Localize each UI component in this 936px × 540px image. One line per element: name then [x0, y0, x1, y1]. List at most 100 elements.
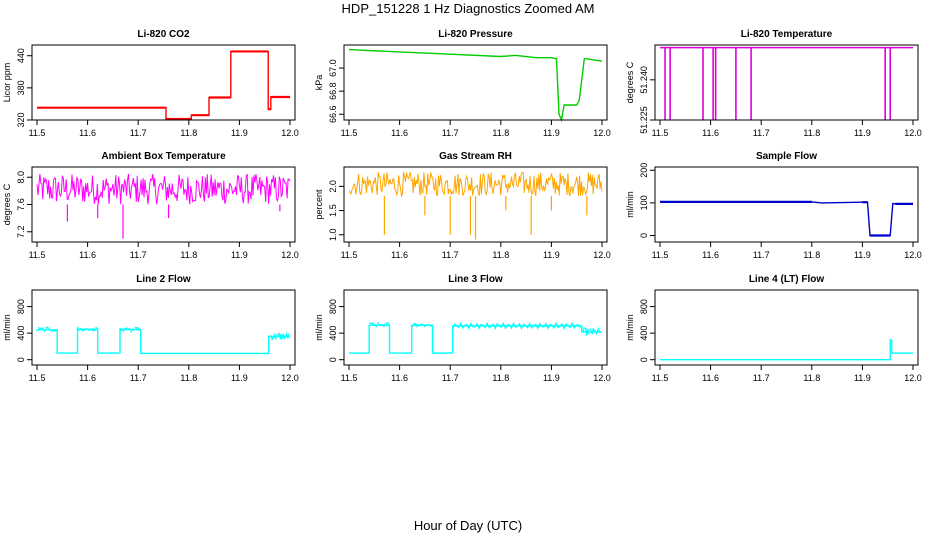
x-tick-label: 11.8	[180, 250, 197, 260]
x-axis-label: Hour of Day (UTC)	[413, 518, 523, 533]
series-rh	[348, 171, 603, 240]
x-tick-label: 11.5	[652, 128, 669, 138]
y-tick-label: 67.0	[328, 59, 338, 77]
x-tick-label: 11.5	[341, 373, 358, 383]
series-line3	[349, 321, 602, 354]
panel-line3: Line 3 Flow 11.5 11.6 11.7 11.8 11.9 12.0 0 400 8…	[314, 274, 611, 383]
data-point	[92, 329, 95, 332]
data-point	[39, 327, 41, 330]
data-point	[375, 325, 378, 328]
data-point	[81, 329, 84, 332]
data-point	[48, 327, 51, 330]
y-tick-label: 400	[328, 326, 338, 341]
data-point	[55, 329, 58, 331]
data-point	[46, 326, 49, 329]
x-tick-label: 11.9	[231, 373, 248, 383]
y-tick-label: 800	[16, 299, 26, 314]
panel-sample_flow: Sample Flow 11.5 11.6 11.7 11.8 11.9 12.0 0 100 2…	[625, 151, 922, 260]
data-point	[36, 329, 38, 332]
data-point	[411, 324, 414, 327]
series-sample_flow	[660, 200, 913, 237]
plot-frame	[31, 44, 296, 121]
x-axis: 11.5 11.6 11.7 11.8 11.9 12.0	[29, 365, 299, 383]
plot-frame	[654, 44, 919, 121]
x-tick-label: 12.0	[281, 373, 299, 383]
data-point	[387, 322, 390, 325]
x-tick-label: 12.0	[904, 128, 922, 138]
data-point	[386, 322, 388, 325]
data-point	[378, 323, 381, 326]
panel-title: Ambient Box Temperature	[101, 151, 226, 162]
x-tick-label: 11.9	[543, 250, 560, 260]
x-tick-label: 11.5	[29, 128, 46, 138]
x-tick-label: 11.9	[854, 250, 871, 260]
plot-frame	[654, 289, 919, 366]
data-line	[660, 201, 913, 237]
data-point	[83, 329, 85, 332]
panel-co2: Li-820 CO2 11.5 11.6 11.7 11.8 11.9 12.0 320 380…	[2, 29, 299, 138]
data-point	[414, 322, 417, 325]
x-tick-label: 11.8	[803, 128, 820, 138]
x-tick-label: 11.9	[543, 128, 560, 138]
y-tick-label: 440	[16, 48, 26, 63]
x-tick-label: 11.8	[492, 250, 509, 260]
y-tick-label: 320	[16, 112, 26, 127]
x-tick-label: 11.9	[231, 250, 248, 260]
panel-title: Li-820 Pressure	[438, 29, 513, 40]
figure-title: HDP_151228 1 Hz Diagnostics Zoomed AM	[341, 1, 595, 16]
y-tick-label: 7.6	[16, 198, 26, 211]
data-point	[84, 328, 87, 330]
y-tick-label: 400	[16, 326, 26, 341]
panel-li_temp: Li-820 Temperature 11.5 11.6 11.7 11.8 11.9 12…	[625, 29, 922, 138]
series-pressure	[348, 48, 603, 123]
x-tick-label: 11.7	[753, 250, 770, 260]
data-oscillation	[452, 321, 581, 330]
series-line2	[36, 326, 290, 355]
x-tick-label: 11.7	[442, 373, 459, 383]
data-point	[369, 322, 372, 325]
x-axis: 11.5 11.6 11.7 11.8 11.9 12.0	[652, 365, 922, 383]
panel-title: Sample Flow	[756, 151, 817, 162]
y-tick-label: 66.8	[328, 82, 338, 100]
x-tick-label: 11.6	[702, 373, 719, 383]
x-axis: 11.5 11.6 11.7 11.8 11.9 12.0	[341, 365, 611, 383]
y-tick-label: 66.6	[328, 105, 338, 123]
series-line4	[660, 339, 913, 361]
data-point	[372, 323, 375, 325]
y-tick-label: 0	[639, 233, 649, 238]
data-point	[130, 330, 133, 333]
plot-frame	[343, 289, 608, 366]
x-tick-label: 11.6	[79, 250, 96, 260]
data-point	[127, 328, 129, 331]
y-tick-label: 1.5	[328, 204, 338, 217]
x-tick-label: 11.7	[130, 373, 147, 383]
data-point	[89, 328, 92, 331]
x-tick-label: 11.8	[492, 128, 509, 138]
data-point	[95, 326, 98, 329]
x-tick-label: 11.8	[180, 128, 197, 138]
y-axis-label: ml/min	[2, 314, 12, 341]
x-tick-label: 11.6	[79, 373, 96, 383]
data-point	[420, 323, 423, 326]
series-box_temp	[36, 173, 291, 239]
y-tick-label: 2.0	[328, 180, 338, 193]
y-tick-label: 51.240	[639, 66, 649, 94]
x-tick-label: 11.8	[803, 250, 820, 260]
x-tick-label: 11.5	[652, 250, 669, 260]
y-axis: 0 400 800	[16, 299, 32, 362]
data-noise	[348, 171, 603, 198]
x-tick-label: 11.7	[442, 250, 459, 260]
data-point	[80, 327, 82, 330]
y-tick-label: 800	[639, 299, 649, 314]
y-axis: 0 400 800	[639, 299, 655, 362]
data-point	[419, 323, 422, 326]
y-axis-label: ml/min	[625, 191, 635, 218]
data-line	[37, 328, 290, 355]
y-tick-label: 51.225	[639, 106, 649, 134]
data-point	[424, 325, 426, 328]
data-point	[139, 329, 142, 332]
data-point	[90, 328, 93, 331]
x-tick-label: 12.0	[281, 128, 299, 138]
data-point	[125, 327, 128, 330]
